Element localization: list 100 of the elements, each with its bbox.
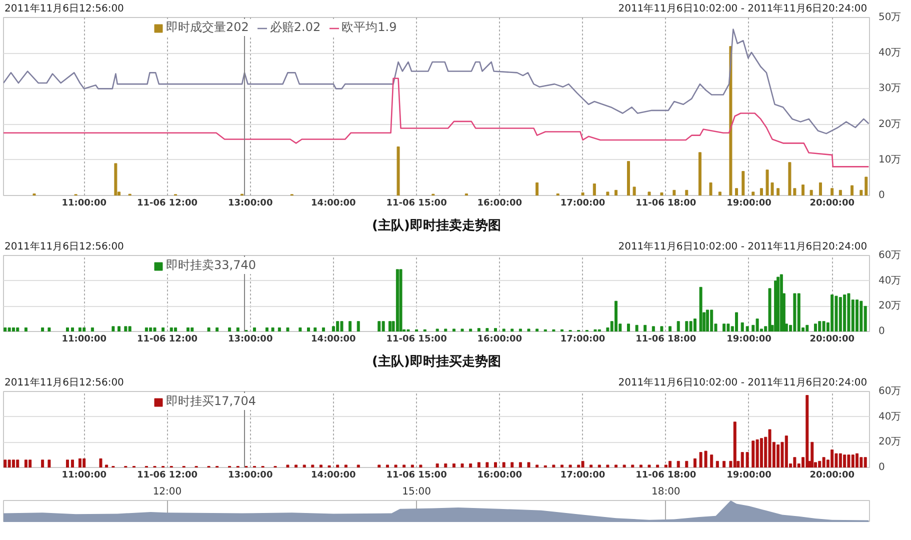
x-tick-label: 11:00:00 [62, 470, 107, 480]
x-tick-label: 20:00:00 [810, 198, 854, 208]
chart-title: (主队)即时挂买走势图 [372, 354, 501, 370]
bar [271, 327, 274, 332]
bar [722, 460, 726, 468]
x-tick-label: 11-06 18:00 [636, 198, 696, 208]
bar [356, 464, 360, 468]
x-tick-label: 11-06 18:00 [636, 334, 696, 344]
x-tick-label: 15:00 [402, 486, 431, 498]
bar [706, 310, 709, 332]
bar [664, 464, 668, 468]
bar [48, 460, 51, 468]
bar [286, 464, 290, 468]
x-tick-label: 20:00:00 [810, 470, 854, 480]
bar [314, 327, 317, 332]
bar [190, 327, 194, 332]
bar [760, 188, 763, 196]
bar [4, 327, 7, 332]
bar [419, 464, 422, 468]
x-tick-label: 11-06 12:00 [136, 470, 198, 480]
x-tick-label: 12:00 [152, 486, 182, 498]
bar [410, 464, 414, 468]
bar [742, 171, 745, 196]
legend-label: 即时挂卖33,740 [166, 257, 256, 274]
bar [340, 321, 344, 332]
bar [822, 321, 826, 332]
bar [668, 460, 672, 468]
bar [386, 464, 389, 468]
bar [752, 440, 755, 468]
bar [598, 464, 601, 468]
bar [685, 460, 688, 468]
bar [834, 296, 838, 332]
bar [834, 453, 838, 468]
bar [590, 464, 593, 468]
bar [78, 327, 82, 332]
bar [90, 327, 94, 332]
bar [536, 464, 539, 468]
bar [112, 326, 115, 332]
legend-label: 即时成交量202 [166, 19, 249, 36]
x-tick-label: 11-06 15:00 [386, 198, 447, 208]
bar [207, 327, 210, 332]
x-tick-label: 11-06 15:00 [386, 470, 447, 480]
bar [606, 192, 610, 196]
bar [118, 326, 121, 332]
bar [388, 321, 392, 332]
bar [382, 321, 385, 332]
legend-label: 必赔2.02 [270, 19, 321, 36]
bar [581, 460, 584, 468]
x-tick-label: 13:00:00 [228, 470, 273, 480]
x-tick-label: 17:00:00 [560, 334, 606, 344]
x-tick-label: 13:00:00 [228, 334, 273, 344]
bar [851, 454, 854, 468]
y-tick-label: 40万 [878, 275, 902, 286]
bar [806, 324, 809, 332]
text: 2011年11月6日12:56:00 [4, 240, 124, 252]
bar [746, 326, 749, 332]
bar [614, 300, 618, 332]
bar [847, 293, 850, 332]
bar [810, 442, 814, 468]
bar [740, 322, 744, 332]
bar [402, 464, 406, 468]
y-tick-label: 60万 [878, 386, 902, 397]
bar [149, 327, 152, 332]
bar [685, 321, 688, 332]
bar [286, 327, 290, 332]
bar [722, 324, 726, 332]
bar [66, 327, 69, 332]
bar [396, 146, 400, 196]
bar [830, 188, 834, 196]
bar [436, 463, 439, 468]
bar [436, 328, 439, 332]
bar [668, 326, 672, 332]
line-series [4, 78, 870, 168]
bar [656, 464, 660, 468]
text: 2011年11月6日12:56:00 [4, 376, 124, 388]
bar [344, 464, 348, 468]
bar [756, 439, 759, 468]
bar [843, 294, 846, 332]
bar [477, 462, 480, 468]
bar [8, 327, 11, 332]
bar [348, 321, 352, 332]
bar [494, 462, 498, 468]
bar [768, 288, 772, 332]
bar [818, 182, 822, 196]
x-tick-label: 11-06 12:00 [136, 334, 198, 344]
bar [693, 458, 696, 468]
bar [170, 327, 173, 332]
bar [452, 328, 456, 332]
bar [186, 327, 190, 332]
bar [718, 192, 722, 196]
bar [735, 312, 738, 332]
bar [614, 190, 618, 196]
bar [793, 293, 796, 332]
bar [518, 328, 522, 332]
bar [336, 464, 340, 468]
bar [652, 326, 655, 332]
bar [648, 464, 651, 468]
bar [830, 294, 834, 332]
bar [322, 327, 325, 332]
bar [626, 161, 630, 196]
